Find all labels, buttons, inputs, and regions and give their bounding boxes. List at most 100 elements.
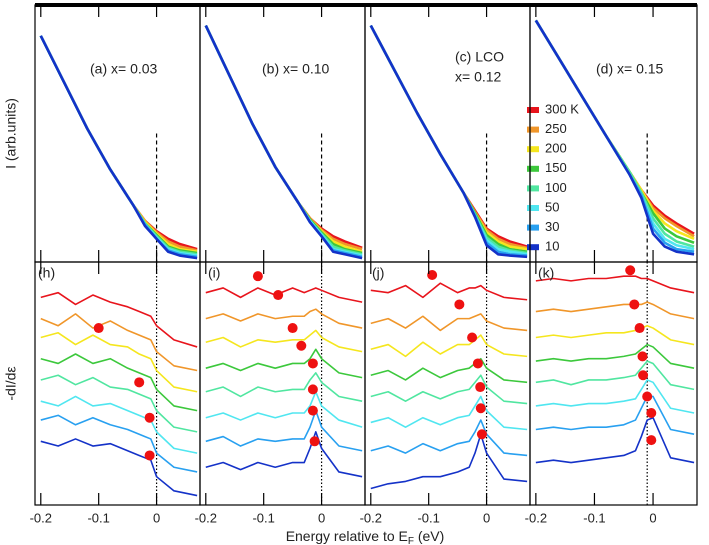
panel (39, 35, 198, 262)
panel-frame (199, 4, 366, 263)
peak-dot (646, 407, 657, 418)
peak-dot (475, 403, 486, 414)
panel-label: (c) LCO (455, 49, 504, 65)
peak-dot (307, 405, 318, 416)
x-tick-label: -0.1 (87, 510, 109, 525)
data-line (370, 395, 528, 431)
panel-frame (364, 4, 531, 263)
data-line (370, 419, 528, 457)
data-line (369, 24, 528, 259)
data-line (204, 25, 363, 251)
data-line (205, 409, 363, 452)
data-line (204, 25, 363, 260)
peak-dot (475, 382, 486, 393)
legend-label: 10 (545, 239, 559, 254)
legend-label: 300 K (545, 101, 579, 116)
x-tick-label: -0.1 (417, 510, 439, 525)
legend-swatch (527, 244, 539, 251)
data-line (40, 291, 198, 348)
data-line (40, 313, 198, 372)
peak-dot (637, 351, 648, 362)
panel-label: (k) (538, 265, 554, 281)
peak-dot (427, 269, 438, 280)
x-tick-label: -0.1 (252, 510, 274, 525)
data-line (370, 357, 528, 384)
data-line (205, 390, 363, 428)
data-line (204, 25, 363, 250)
legend-label: 250 (545, 121, 567, 136)
data-line (40, 374, 198, 433)
peak-dot (472, 358, 483, 369)
data-line (370, 282, 528, 301)
data-line (40, 395, 198, 454)
panel-label: (a) x= 0.03 (90, 61, 158, 77)
peak-dot (642, 391, 653, 402)
peak-dot (646, 435, 657, 446)
panel-label: (j) (372, 265, 384, 281)
peak-dot (307, 358, 318, 369)
data-line (205, 348, 363, 379)
peak-dot (625, 265, 636, 276)
x-tick-label: -0.2 (30, 510, 52, 525)
panel-label: (b) x= 0.10 (262, 61, 330, 77)
x-tick-label: -0.2 (195, 510, 217, 525)
data-line (535, 416, 695, 464)
data-line (204, 25, 363, 253)
panel (535, 262, 695, 505)
data-line (535, 301, 695, 320)
legend-swatch (527, 146, 539, 153)
y-axis-label: -dI/dε (3, 366, 19, 400)
panel-frame (364, 261, 531, 506)
legend-label: 50 (545, 199, 559, 214)
panel-frame (34, 261, 201, 506)
panel-label: (h) (38, 265, 55, 281)
data-line (40, 331, 198, 393)
data-line (40, 353, 198, 412)
data-line (535, 275, 695, 294)
peak-dot (476, 429, 487, 440)
peak-dot (252, 271, 263, 282)
peak-dot (296, 340, 307, 351)
legend-label: 100 (545, 180, 567, 195)
peak-dot (93, 323, 104, 334)
peak-dot (467, 332, 478, 343)
data-line (205, 329, 363, 353)
legend-label: 200 (545, 141, 567, 156)
data-line (205, 287, 363, 303)
panel (205, 262, 363, 505)
data-line (370, 433, 528, 490)
peak-dot (144, 450, 155, 461)
data-line (40, 414, 198, 473)
data-line (535, 343, 695, 369)
panel (40, 262, 198, 505)
data-line (370, 374, 528, 405)
peak-dot (638, 370, 649, 381)
data-line (205, 372, 363, 402)
y-axis-label: I (arb.units) (3, 98, 19, 169)
data-line (535, 395, 695, 436)
peak-dot (273, 290, 284, 301)
x-tick-label: -0.1 (583, 510, 605, 525)
data-line (535, 360, 695, 391)
peak-dot (454, 299, 465, 310)
peak-dot (629, 299, 640, 310)
data-line (535, 379, 695, 414)
panel (370, 262, 528, 505)
legend-swatch (527, 224, 539, 231)
data-line (205, 431, 363, 478)
panel (534, 19, 695, 262)
data-line (40, 438, 198, 497)
data-line (370, 334, 528, 358)
panel-frame (34, 4, 201, 263)
data-line (535, 324, 695, 346)
x-axis-label-sub: F (408, 536, 414, 545)
peak-dot (309, 436, 320, 447)
peak-dot (134, 377, 145, 388)
peak-dot (307, 384, 318, 395)
peak-dot (634, 323, 645, 334)
x-tick-label: 0 (318, 510, 325, 525)
legend-swatch (527, 126, 539, 133)
data-line (534, 19, 695, 254)
data-line (534, 19, 695, 256)
